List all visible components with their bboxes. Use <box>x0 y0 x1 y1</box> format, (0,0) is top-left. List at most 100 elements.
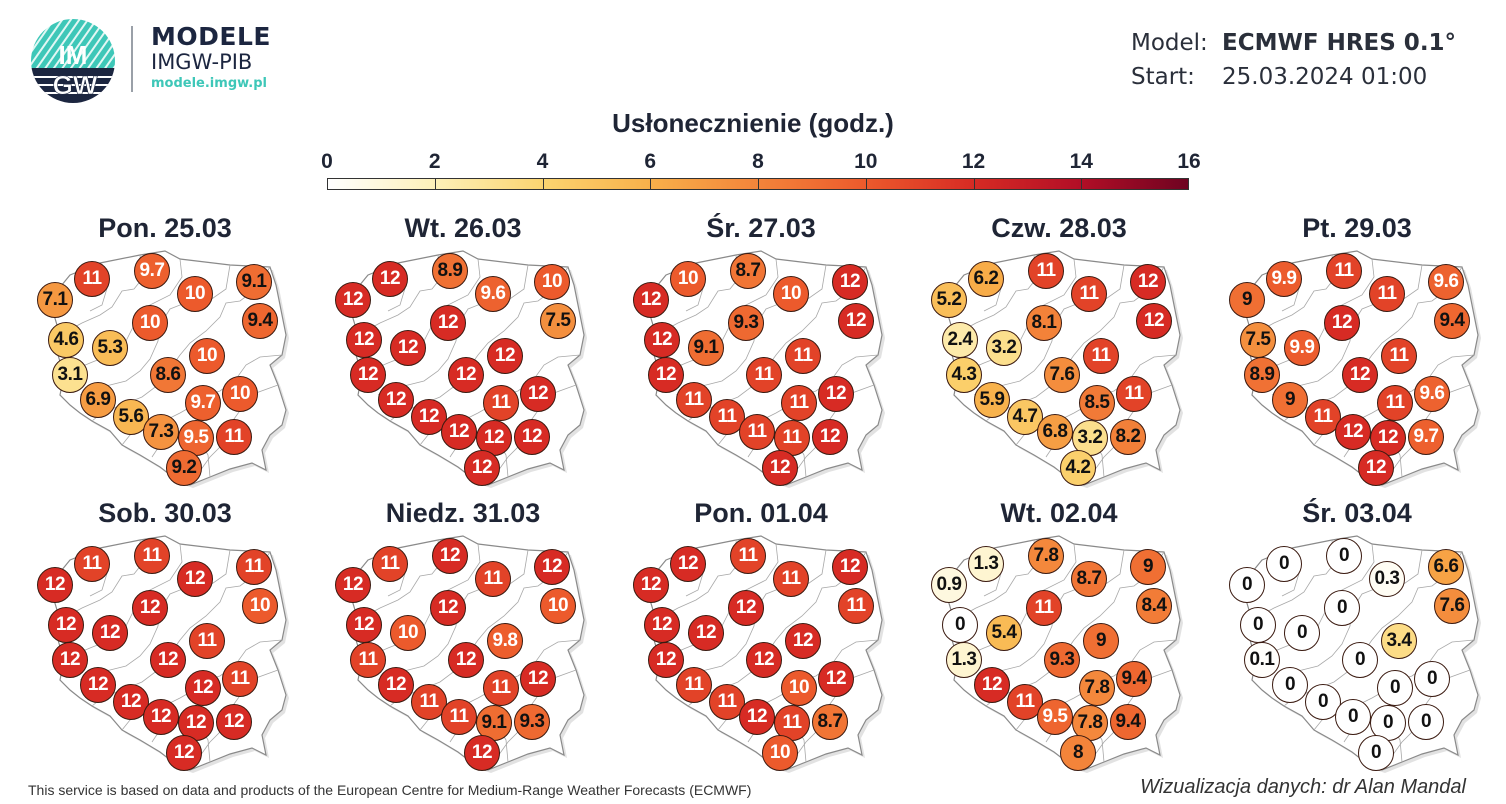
station-value-marker: 11 <box>475 561 511 597</box>
logo-text-top: IM <box>59 40 88 70</box>
station-value-marker: 1.3 <box>968 546 1004 582</box>
station-value-marker: 11 <box>1071 276 1107 312</box>
station-value-marker: 5.9 <box>974 382 1010 418</box>
station-value-marker: 12 <box>335 567 371 603</box>
station-value-marker: 9.6 <box>475 276 511 312</box>
colorbar-tick-label: 2 <box>428 150 441 173</box>
station-value-marker: 8.7 <box>812 704 848 740</box>
forecast-day-panel: Czw. 28.03 6.2 11 12 5.2 11 12 8.1 2.4 3.2 11 7.6 4.… <box>924 213 1222 498</box>
station-value-marker: 10 <box>189 338 225 374</box>
station-value-marker: 12 <box>746 642 782 678</box>
station-value-marker: 12 <box>441 414 477 450</box>
station-value-marker: 7.5 <box>540 303 576 339</box>
station-value-marker: 11 <box>216 419 252 455</box>
station-value-marker: 12 <box>1370 420 1406 456</box>
station-value-marker: 9.3 <box>514 704 550 740</box>
station-value-marker: 12 <box>1136 303 1172 339</box>
station-value-marker: 9.8 <box>487 623 523 659</box>
station-value-marker: 6.9 <box>80 382 116 418</box>
station-value-marker: 12 <box>216 704 252 740</box>
station-value-marker: 9.1 <box>688 330 724 366</box>
station-value-marker: 12 <box>177 561 213 597</box>
station-value-marker: 9.1 <box>476 705 512 741</box>
station-value-marker: 11 <box>1116 376 1152 412</box>
imgw-logo: IM GW <box>28 18 118 104</box>
station-value-marker: 3.1 <box>52 357 88 393</box>
station-value-marker: 12 <box>832 549 868 585</box>
station-value-marker: 11 <box>676 382 712 418</box>
forecast-day-panel: Niedz. 31.03 11 12 12 12 11 10 12 12 10 9.8 12 11 11 1… <box>328 498 626 783</box>
colorbar-tick-label: 10 <box>854 150 878 173</box>
forecast-day-panel: Wt. 02.04 1.3 7.8 9 0.9 8.7 8.4 11 0 5.4 9 9.3 1.3 7.… <box>924 498 1222 783</box>
station-value-marker: 6.6 <box>1428 549 1464 585</box>
model-info: Model: ECMWF HRES 0.1° Start: 25.03.2024 0… <box>1131 26 1456 94</box>
station-value-marker: 12 <box>1342 357 1378 393</box>
station-value-marker: 11 <box>838 588 874 624</box>
station-value-marker: 11 <box>441 699 477 735</box>
station-value-marker: 11 <box>1377 385 1413 421</box>
station-value-marker: 0.1 <box>1244 642 1280 678</box>
station-value-marker: 9.4 <box>1434 303 1470 339</box>
station-value-marker: 6.2 <box>968 261 1004 297</box>
station-value-marker: 9.9 <box>1266 261 1302 297</box>
station-value-marker: 0 <box>1414 661 1450 697</box>
station-value-marker: 3.2 <box>986 330 1022 366</box>
station-value-marker: 12 <box>487 338 523 374</box>
station-value-marker: 12 <box>644 322 680 358</box>
station-value-marker: 12 <box>1335 414 1371 450</box>
colorbar-tick-label: 0 <box>321 150 333 173</box>
forecast-day-panel: Sob. 30.03 11 11 11 12 12 10 12 12 12 11 12 12 12 11 12… <box>30 498 328 783</box>
station-value-marker: 6.8 <box>1037 414 1073 450</box>
station-value-marker: 7.8 <box>1028 538 1064 574</box>
station-value-marker: 8.4 <box>1136 588 1172 624</box>
colorbar-tick-mark <box>434 178 436 190</box>
station-value-marker: 12 <box>448 642 484 678</box>
station-value-marker: 10 <box>534 264 570 300</box>
station-value-marker: 12 <box>52 642 88 678</box>
station-value-marker: 9.7 <box>1408 419 1444 455</box>
station-value-marker: 12 <box>37 567 73 603</box>
day-title: Wt. 26.03 <box>404 213 522 243</box>
station-value-marker: 10 <box>177 276 213 312</box>
station-value-marker: 7.8 <box>1079 670 1115 706</box>
colorbar-tick-label: 12 <box>961 150 986 173</box>
station-value-marker: 12 <box>432 538 468 574</box>
station-value-marker: 12 <box>92 615 128 651</box>
station-value-marker: 9.9 <box>1284 330 1320 366</box>
station-value-marker: 5.3 <box>92 330 128 366</box>
colorbar-tick-label: 14 <box>1069 150 1093 173</box>
colorbar-tick-mark <box>650 178 652 190</box>
station-value-marker: 0 <box>1324 590 1360 626</box>
station-value-marker: 12 <box>185 670 221 706</box>
station-value-marker: 12 <box>633 567 669 603</box>
station-value-marker: 11 <box>189 623 225 659</box>
station-value-marker: 12 <box>448 357 484 393</box>
station-value-marker: 9.2 <box>166 450 202 486</box>
forecast-day-panel: Wt. 26.03 12 8.9 10 12 9.6 7.5 12 12 12 12 12 12 11 12… <box>328 213 626 498</box>
station-value-marker: 12 <box>974 667 1010 703</box>
station-value-marker: 12 <box>670 546 706 582</box>
station-value-marker: 7.5 <box>1240 322 1276 358</box>
station-value-marker: 12 <box>350 357 386 393</box>
station-value-marker: 12 <box>166 735 202 771</box>
station-value-marker: 0.9 <box>931 567 967 603</box>
station-value-marker: 11 <box>134 538 170 574</box>
station-value-marker: 11 <box>1326 253 1362 289</box>
station-value-marker: 9.3 <box>1044 642 1080 678</box>
station-value-marker: 10 <box>762 735 798 771</box>
station-value-marker: 5.4 <box>986 615 1022 651</box>
station-value-marker: 12 <box>143 699 179 735</box>
station-value-marker: 11 <box>222 661 258 697</box>
colorbar-tick-label: 8 <box>752 150 764 173</box>
day-title: Wt. 02.04 <box>1000 498 1118 528</box>
colorbar-tick-mark <box>973 178 975 190</box>
station-value-marker: 11 <box>372 546 408 582</box>
station-value-marker: 9.4 <box>1110 704 1146 740</box>
station-value-marker: 12 <box>80 667 116 703</box>
station-value-marker: 11 <box>483 670 519 706</box>
colorbar-tick-label: 16 <box>1177 150 1201 173</box>
station-value-marker: 12 <box>372 261 408 297</box>
station-value-marker: 11 <box>483 385 519 421</box>
colorbar-title: Usłonecznienie (godz.) <box>612 108 894 138</box>
brand-url[interactable]: modele.imgw.pl <box>151 76 267 91</box>
